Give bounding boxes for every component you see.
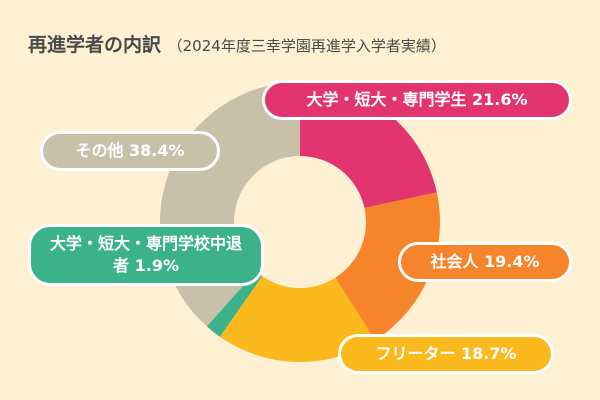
- segment: [219, 276, 376, 362]
- segment: [206, 271, 263, 337]
- value-label: 38.4%: [129, 141, 185, 160]
- value-label: 19.4%: [484, 252, 540, 271]
- chart-title: 再進学者の内訳 （2024年度三幸学園再進学入学者実績）: [28, 30, 446, 57]
- segment: [335, 192, 440, 341]
- category-label: フリーター: [375, 344, 456, 363]
- title: 再進学者の内訳: [28, 34, 162, 56]
- category-label: 社会人: [430, 252, 479, 271]
- value-label: 21.6%: [472, 90, 528, 109]
- value-label: 18.7%: [461, 344, 517, 363]
- category-label: 大学・短大・専門学校中退者: [49, 234, 242, 275]
- segment-label: その他 38.4%: [40, 131, 220, 171]
- segment-label: 社会人 19.4%: [398, 242, 572, 282]
- category-label: 大学・短大・専門学生: [306, 90, 467, 109]
- segment-label: 大学・短大・専門学校中退者 1.9%: [28, 224, 264, 286]
- category-label: その他: [75, 141, 124, 160]
- value-label: 1.9%: [134, 256, 179, 275]
- segment-label: フリーター 18.7%: [338, 334, 554, 374]
- segment-label: 大学・短大・専門学生 21.6%: [262, 80, 572, 120]
- subtitle: （2024年度三幸学園再進学入学者実績）: [167, 37, 446, 55]
